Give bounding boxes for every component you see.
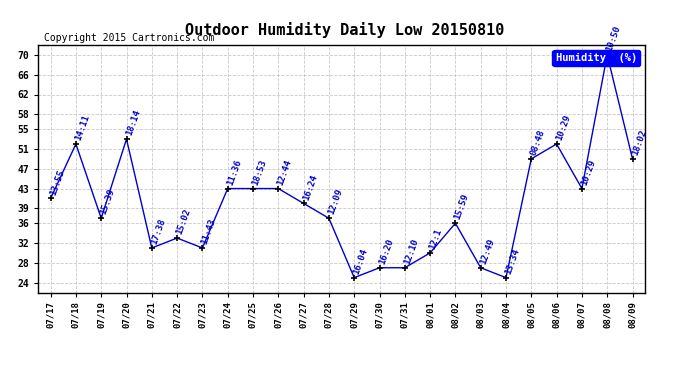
Text: 12:09: 12:09 [326, 188, 344, 216]
Text: 12:1: 12:1 [428, 228, 444, 251]
Text: 15:59: 15:59 [453, 193, 471, 221]
Text: 18:02: 18:02 [630, 128, 648, 157]
Text: 13:34: 13:34 [504, 247, 521, 276]
Text: 16:20: 16:20 [377, 237, 395, 266]
Text: 17:38: 17:38 [150, 217, 167, 246]
Text: 16:24: 16:24 [302, 173, 319, 201]
Text: 13:55: 13:55 [48, 168, 66, 196]
Text: 10:50: 10:50 [605, 24, 622, 53]
Text: 18:53: 18:53 [250, 158, 268, 186]
Text: 14:11: 14:11 [74, 114, 91, 142]
Text: 12:10: 12:10 [402, 237, 420, 266]
Text: 10:29: 10:29 [580, 158, 597, 186]
Text: Outdoor Humidity Daily Low 20150810: Outdoor Humidity Daily Low 20150810 [186, 22, 504, 39]
Text: 12:44: 12:44 [276, 158, 293, 186]
Text: 12:49: 12:49 [478, 237, 496, 266]
Text: 15:39: 15:39 [99, 188, 117, 216]
Text: 15:02: 15:02 [175, 208, 193, 236]
Text: 16:04: 16:04 [352, 247, 369, 276]
Text: Copyright 2015 Cartronics.com: Copyright 2015 Cartronics.com [44, 33, 215, 42]
Text: 10:29: 10:29 [554, 114, 572, 142]
Text: 08:48: 08:48 [529, 128, 546, 157]
Text: 11:43: 11:43 [200, 217, 217, 246]
Text: 18:14: 18:14 [124, 109, 141, 137]
Text: 11:36: 11:36 [226, 158, 243, 186]
Legend: Humidity  (%): Humidity (%) [553, 50, 640, 66]
